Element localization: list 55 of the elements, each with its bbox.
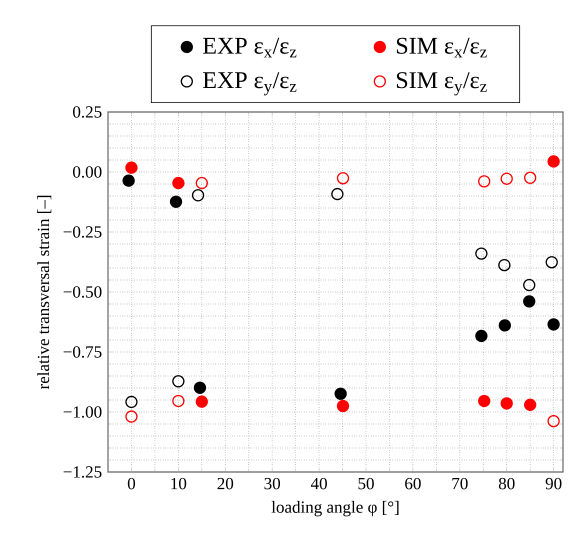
point bbox=[125, 396, 138, 408]
point bbox=[475, 330, 488, 342]
point bbox=[336, 172, 350, 184]
point bbox=[547, 318, 560, 331]
legend-label: EXP ε$_{y}$/ε$_{z}$ bbox=[203, 72, 296, 96]
y-axis-title: relative transversal strain [–] bbox=[37, 196, 52, 390]
point bbox=[122, 174, 135, 187]
point bbox=[172, 375, 185, 388]
point bbox=[478, 175, 490, 188]
point bbox=[334, 388, 347, 400]
point bbox=[331, 188, 344, 200]
point bbox=[500, 172, 513, 185]
point bbox=[523, 278, 536, 292]
point bbox=[524, 172, 536, 184]
y-tick-label: −0.25 bbox=[64, 226, 102, 238]
x-tick-label: 90 bbox=[546, 478, 562, 490]
point bbox=[547, 414, 560, 428]
point bbox=[498, 319, 511, 332]
x-axis-title: loading angle φ [°] bbox=[272, 500, 398, 516]
point bbox=[475, 247, 488, 260]
x-tick-label: 80 bbox=[498, 478, 515, 490]
y-tick-label: 0.00 bbox=[73, 166, 102, 178]
x-tick-label: 0 bbox=[128, 478, 136, 490]
x-tick-label: 70 bbox=[452, 478, 468, 490]
point bbox=[546, 256, 558, 268]
point bbox=[172, 394, 185, 408]
x-tick-label: 30 bbox=[264, 478, 280, 490]
point bbox=[125, 410, 138, 423]
point bbox=[523, 295, 536, 308]
y-tick-label: 0.25 bbox=[73, 106, 102, 118]
point bbox=[125, 162, 138, 174]
x-tick-label: 20 bbox=[218, 478, 234, 490]
point bbox=[500, 397, 513, 410]
y-tick-label: −0.50 bbox=[64, 286, 102, 298]
y-tick-label: −1.25 bbox=[64, 466, 102, 478]
point bbox=[170, 196, 182, 208]
x-tick-label: 50 bbox=[358, 478, 374, 490]
legend-label: EXP ε$_{x}$/ε$_{z}$ bbox=[203, 38, 296, 58]
point bbox=[172, 176, 185, 190]
point bbox=[498, 258, 511, 272]
point bbox=[336, 400, 350, 412]
point bbox=[196, 396, 208, 408]
point bbox=[196, 176, 208, 190]
point bbox=[524, 398, 536, 411]
x-tick-label: 40 bbox=[310, 478, 327, 490]
point bbox=[547, 155, 560, 168]
point bbox=[194, 382, 206, 394]
y-tick-label: −1.00 bbox=[64, 406, 102, 418]
legend-label: SIM ε$_{x}$/ε$_{z}$ bbox=[396, 38, 487, 58]
y-tick-label: −0.75 bbox=[64, 346, 102, 358]
point bbox=[192, 189, 204, 202]
x-tick-label: 60 bbox=[405, 478, 421, 490]
x-tick-label: 10 bbox=[171, 478, 186, 490]
legend-label: SIM ε$_{y}$/ε$_{z}$ bbox=[396, 72, 487, 96]
point bbox=[478, 394, 490, 408]
